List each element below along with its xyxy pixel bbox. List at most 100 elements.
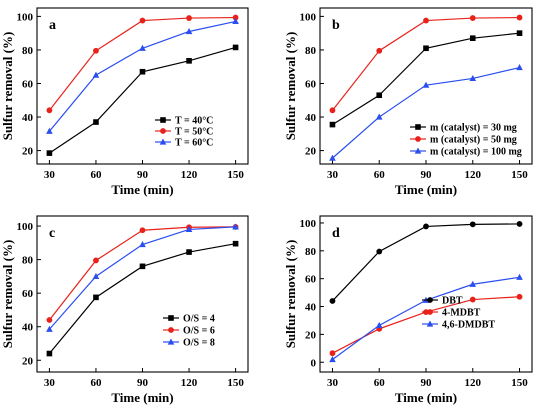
y-tick-label: 40 — [305, 302, 317, 314]
data-point — [232, 14, 239, 21]
x-tick-label: 90 — [137, 377, 149, 389]
data-point — [469, 296, 476, 303]
y-tick-label: 20 — [22, 146, 34, 158]
y-tick-label: 40 — [22, 322, 34, 334]
data-point — [375, 321, 383, 328]
legend-marker — [168, 327, 174, 333]
data-point — [516, 30, 523, 36]
data-point — [516, 14, 523, 21]
data-point — [93, 257, 99, 264]
x-axis-title: Time (min) — [111, 390, 173, 405]
data-point — [139, 44, 146, 51]
x-tick-label: 60 — [90, 377, 102, 389]
data-point — [423, 223, 429, 230]
data-point — [92, 71, 100, 78]
data-point — [232, 223, 239, 230]
plot-frame — [36, 215, 249, 373]
y-tick-label: 100 — [300, 11, 317, 23]
x-tick-label: 30 — [327, 377, 339, 389]
legend-marker — [168, 315, 174, 321]
data-point — [469, 280, 477, 287]
data-point — [469, 15, 476, 21]
legend-marker — [167, 338, 175, 345]
y-tick-label: 80 — [305, 246, 317, 258]
data-point — [516, 273, 523, 280]
y-tick-label: 60 — [305, 274, 317, 286]
legend-marker — [427, 309, 433, 315]
data-point — [139, 68, 146, 75]
x-axis-title: Time (min) — [395, 390, 457, 405]
x-tick-label: 30 — [44, 377, 56, 389]
y-axis-title: Sulfur removal (%) — [0, 240, 15, 349]
x-tick-label: 30 — [44, 169, 56, 181]
data-point — [516, 293, 523, 300]
legend-label: 4,6-DMDBT — [442, 320, 495, 331]
data-point — [423, 17, 429, 24]
x-tick-label: 120 — [181, 377, 198, 389]
legend: T = 40°CT = 50°CT = 60°C — [155, 116, 213, 149]
y-axis-title: Sulfur removal (%) — [283, 32, 298, 141]
y-tick-label: 100 — [17, 221, 34, 233]
data-point — [329, 350, 336, 357]
legend-marker — [427, 297, 433, 303]
x-axis-title: Time (min) — [395, 182, 457, 197]
data-point — [329, 121, 336, 128]
panel-c: 30 60 90 120 150 20 40 60 80 100 Time (min) Sulfur … — [0, 215, 249, 405]
x-tick-label: 90 — [421, 169, 433, 181]
y-axis-title: Sulfur removal (%) — [0, 32, 15, 141]
data-point — [422, 81, 430, 88]
data-point — [469, 221, 476, 228]
legend-label: T = 50°C — [175, 127, 213, 138]
panel-label: a — [49, 18, 56, 33]
data-point — [423, 45, 429, 52]
legend: O/S = 4O/S = 6O/S = 8 — [163, 314, 215, 349]
data-point — [46, 150, 53, 156]
data-point — [376, 248, 383, 255]
y-tick-label: 100 — [17, 11, 34, 23]
data-point — [186, 249, 192, 255]
panel-a: 30 60 90 120 150 20 40 60 80 100 Time (min) Sulfur … — [0, 7, 249, 197]
y-tick-label: 40 — [305, 112, 317, 124]
series-line — [48, 226, 236, 321]
x-tick-label: 60 — [90, 169, 102, 181]
legend-label: 4-MDBT — [442, 308, 481, 319]
legend-marker — [426, 320, 434, 327]
x-tick-label: 60 — [374, 169, 386, 181]
legend: m (catalyst) = 30 mgm (catalyst) = 50 mg… — [410, 123, 522, 158]
legend-label: m (catalyst) = 50 mg — [430, 135, 517, 146]
data-point — [232, 240, 239, 247]
legend-marker — [415, 124, 421, 130]
panel-d: 30 60 90 120 150 0 20 40 60 80 100 Time (min) Sulfur… — [283, 215, 533, 405]
panel-label: c — [49, 226, 55, 241]
x-tick-label: 90 — [137, 169, 149, 181]
series-line — [331, 16, 520, 111]
x-axis-title: Time (min) — [111, 182, 173, 197]
data-point — [186, 15, 192, 21]
x-tick-label: 150 — [227, 377, 244, 389]
data-point — [329, 355, 336, 363]
y-tick-label: 60 — [305, 78, 317, 90]
data-point — [232, 17, 239, 25]
data-point — [46, 350, 53, 357]
data-point — [139, 17, 146, 24]
y-tick-label: 80 — [305, 45, 317, 57]
y-tick-label: 80 — [22, 255, 34, 267]
data-point — [469, 35, 476, 41]
panel-label: b — [332, 18, 340, 33]
data-point — [139, 263, 146, 270]
panel-b: 30 60 90 120 150 20 40 60 80 100 Time (min) Sulfur … — [283, 7, 533, 197]
data-point — [139, 241, 146, 248]
data-point — [46, 107, 53, 114]
legend-marker — [160, 128, 166, 134]
legend-label: m (catalyst) = 100 mg — [430, 147, 522, 158]
y-tick-label: 0 — [311, 357, 317, 369]
y-tick-label: 40 — [22, 112, 34, 124]
data-point — [139, 227, 146, 234]
y-axis-title: Sulfur removal (%) — [283, 240, 298, 349]
legend-label: T = 60°C — [175, 138, 213, 149]
y-tick-label: 20 — [305, 146, 317, 158]
x-tick-label: 150 — [227, 169, 244, 181]
legend-label: O/S = 4 — [183, 314, 215, 325]
data-point — [46, 325, 53, 332]
